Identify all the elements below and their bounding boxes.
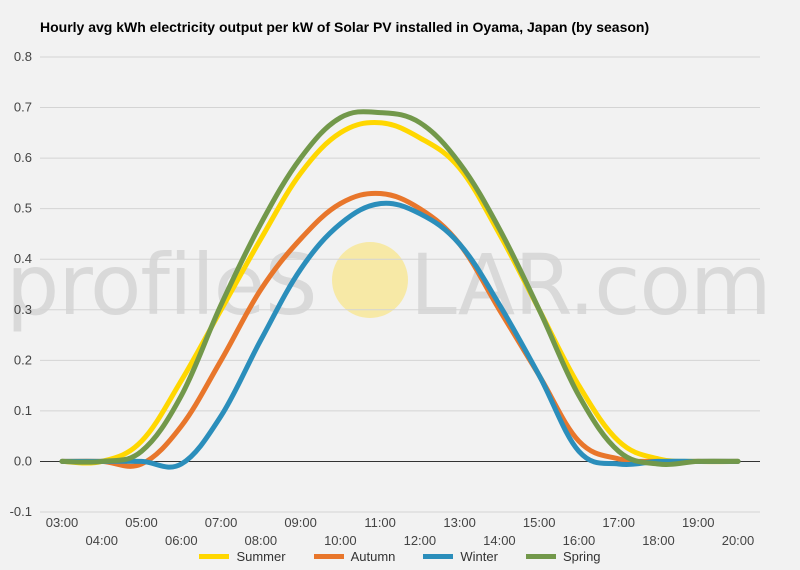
chart-title: Hourly avg kWh electricity output per kW… bbox=[40, 19, 650, 35]
series-line-winter bbox=[59, 200, 741, 470]
y-tick-label: 0.1 bbox=[14, 403, 32, 418]
series-line-autumn bbox=[59, 190, 741, 469]
legend-label: Winter bbox=[460, 549, 498, 564]
x-tick-label: 03:00 bbox=[46, 515, 79, 530]
legend-swatch bbox=[423, 554, 454, 559]
x-tick-label: 20:00 bbox=[722, 533, 755, 548]
legend-item-winter[interactable]: Winter bbox=[423, 549, 498, 564]
y-tick-label: 0.0 bbox=[14, 453, 32, 468]
legend-swatch bbox=[313, 554, 344, 559]
x-tick-label: 08:00 bbox=[245, 533, 278, 548]
legend-label: Autumn bbox=[350, 549, 396, 564]
x-tick-label: 05:00 bbox=[125, 515, 158, 530]
y-tick-label: 0.2 bbox=[14, 352, 32, 367]
y-tick-label: -0.1 bbox=[10, 504, 32, 519]
y-tick-label: 0.7 bbox=[14, 100, 32, 115]
x-tick-label: 16:00 bbox=[563, 533, 596, 548]
x-tick-label: 04:00 bbox=[85, 533, 118, 548]
y-tick-label: 0.5 bbox=[14, 201, 32, 216]
x-tick-label: 18:00 bbox=[642, 533, 675, 548]
x-tick-label: 15:00 bbox=[523, 515, 556, 530]
legend-label: Spring bbox=[562, 549, 601, 564]
y-tick-label: 0.3 bbox=[14, 302, 32, 317]
x-tick-label: 11:00 bbox=[364, 515, 396, 530]
x-tick-label: 06:00 bbox=[165, 533, 198, 548]
series-line-summer bbox=[59, 120, 741, 466]
x-tick-label: 14:00 bbox=[483, 533, 516, 548]
legend-item-spring[interactable]: Spring bbox=[525, 549, 601, 564]
y-tick-label: 0.8 bbox=[14, 49, 32, 64]
legend-label: Summer bbox=[236, 549, 286, 564]
y-tick-label: 0.4 bbox=[14, 251, 32, 266]
x-tick-label: 17:00 bbox=[602, 515, 635, 530]
legend-swatch bbox=[525, 554, 556, 559]
x-tick-label: 09:00 bbox=[284, 515, 317, 530]
series-lines bbox=[59, 109, 741, 470]
x-tick-label: 07:00 bbox=[205, 515, 238, 530]
x-tick-label: 10:00 bbox=[324, 533, 357, 548]
watermark-right-text: LAR.com bbox=[410, 236, 771, 334]
y-tick-label: 0.6 bbox=[14, 150, 32, 165]
watermark-sun-icon bbox=[332, 242, 408, 318]
x-tick-label: 12:00 bbox=[404, 533, 437, 548]
legend-swatch bbox=[199, 554, 230, 559]
y-axis-ticks: 0.8 0.7 0.6 0.5 0.4 0.3 0.2 0.1 0.0 -0.1 bbox=[10, 49, 32, 519]
legend-item-autumn[interactable]: Autumn bbox=[313, 549, 396, 564]
x-axis-ticks: 03:00 04:00 05:00 06:00 07:00 08:00 09:00 10:00… bbox=[46, 515, 755, 548]
x-tick-label: 19:00 bbox=[682, 515, 715, 530]
legend-item-summer[interactable]: Summer bbox=[199, 549, 286, 564]
x-tick-label: 13:00 bbox=[443, 515, 476, 530]
watermark: profileS LAR.com bbox=[6, 236, 772, 334]
legend: Summer Autumn Winter Spring bbox=[0, 549, 800, 564]
series-line-spring bbox=[59, 109, 741, 467]
